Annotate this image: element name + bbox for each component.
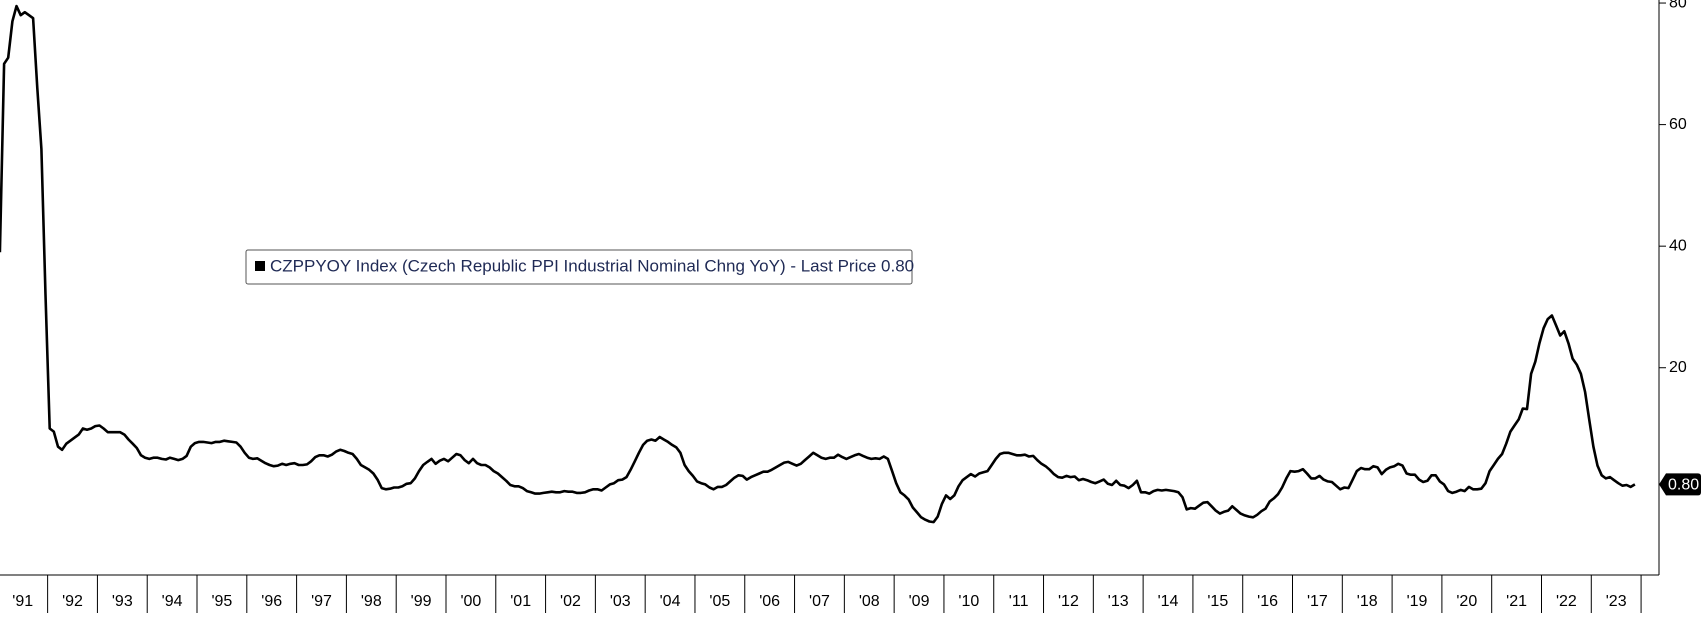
- x-tick-label: '07: [809, 593, 830, 610]
- x-tick-label: '95: [211, 593, 232, 610]
- x-tick-label: '93: [112, 593, 133, 610]
- x-tick-label: '15: [1207, 593, 1228, 610]
- x-tick-label: '92: [62, 593, 83, 610]
- line: [0, 4, 1636, 524]
- x-tick-label: '18: [1357, 593, 1378, 610]
- x-tick-label: '05: [709, 593, 730, 610]
- x-tick-label: '12: [1058, 593, 1079, 610]
- legend-text: CZPPYOY Index (Czech Republic PPI Indust…: [270, 256, 914, 275]
- legend: CZPPYOY Index (Czech Republic PPI Indust…: [245, 249, 914, 285]
- x-tick-label: '23: [1606, 593, 1627, 610]
- legend-swatch: [255, 261, 265, 271]
- x-tick-label: '04: [660, 593, 681, 610]
- y-tick-label: 20: [1669, 359, 1687, 376]
- x-tick-label: '02: [560, 593, 581, 610]
- x-tick-label: '21: [1506, 593, 1527, 610]
- legend-box: [245, 249, 913, 285]
- x-tick-label: '96: [261, 593, 282, 610]
- plot-area: [0, 4, 1636, 524]
- x-tick-label: '03: [610, 593, 631, 610]
- x-tick-label: '01: [510, 593, 531, 610]
- x-tick-label: '97: [311, 593, 332, 610]
- x-tick-label: '00: [460, 593, 481, 610]
- x-tick-label: '09: [909, 593, 930, 610]
- x-tick-label: '16: [1257, 593, 1278, 610]
- y-tick-label: 40: [1669, 237, 1687, 254]
- y-tick-label: 60: [1669, 116, 1687, 133]
- last-price-box: [1659, 473, 1701, 496]
- x-tick-label: '99: [411, 593, 432, 610]
- x-tick-label: '08: [859, 593, 880, 610]
- x-tick-label: '11: [1009, 593, 1029, 610]
- x-tick-label: '10: [958, 593, 979, 610]
- x-tick-label: '14: [1158, 593, 1179, 610]
- x-tick-label: '91: [12, 593, 33, 610]
- last-price-label: 0.80: [1668, 477, 1699, 494]
- x-tick-label: '17: [1307, 593, 1328, 610]
- x-tick-label: '20: [1456, 593, 1477, 610]
- x-tick-label: '19: [1407, 593, 1428, 610]
- x-tick-label: '06: [759, 593, 780, 610]
- x-tick-label: '94: [162, 593, 183, 610]
- y-tick-label: 80: [1669, 0, 1687, 11]
- x-tick-label: '98: [361, 593, 382, 610]
- x-tick-label: '22: [1556, 593, 1577, 610]
- x-tick-label: '13: [1108, 593, 1129, 610]
